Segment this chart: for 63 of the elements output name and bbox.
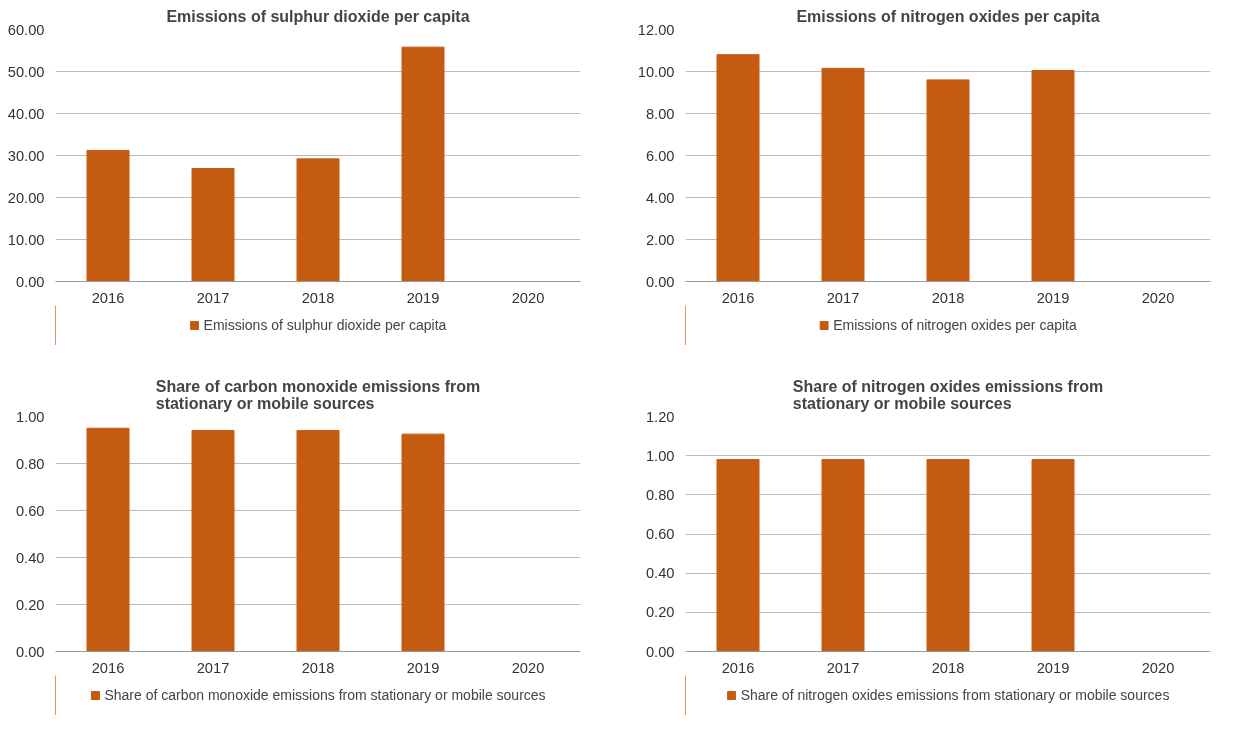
y-tick-label: 0.00 <box>645 643 675 660</box>
y-tick-label: 40.00 <box>7 105 45 122</box>
bar <box>821 67 865 282</box>
bar <box>716 54 760 282</box>
y-tick-label: 4.00 <box>645 189 675 206</box>
x-tick-label: 2019 <box>1036 289 1070 306</box>
y-tick-label: 0.00 <box>15 643 45 660</box>
y-tick-label: 1.00 <box>15 408 45 425</box>
x-tick-label: 2017 <box>826 659 860 676</box>
y-tick-label: 8.00 <box>645 105 675 122</box>
y-tick-label: 0.20 <box>645 604 675 621</box>
y-tick-label: 60.00 <box>7 21 45 38</box>
y-tick-label: 50.00 <box>7 63 45 80</box>
y-tick-label: 10.00 <box>7 231 45 248</box>
bar <box>926 79 970 282</box>
x-tick-label: 2016 <box>721 659 755 676</box>
x-tick-label: 2016 <box>91 659 125 676</box>
bar <box>296 158 340 282</box>
x-tick-label: 2020 <box>511 289 545 306</box>
y-tick-label: 0.40 <box>15 549 45 566</box>
y-tick-label: 0.80 <box>645 486 675 503</box>
x-tick-label: 2016 <box>721 289 755 306</box>
x-tick-label: 2017 <box>196 289 230 306</box>
x-tick-label: 2018 <box>931 289 965 306</box>
y-tick-label: 0.80 <box>15 455 45 472</box>
chart-title: Emissions of nitrogen oxides per capita <box>796 7 1100 25</box>
x-tick-label: 2018 <box>301 289 335 306</box>
bar <box>1031 69 1075 282</box>
x-tick-label: 2020 <box>1141 659 1175 676</box>
y-tick-label: 2.00 <box>645 231 675 248</box>
chart-title: Share of nitrogen oxides emissions from stationary or mobile sources <box>792 377 1104 412</box>
y-tick-label: 1.00 <box>645 447 675 464</box>
y-tick-label: 0.20 <box>15 596 45 613</box>
y-tick-label: 0.00 <box>15 273 45 290</box>
y-tick-label: 0.00 <box>645 273 675 290</box>
x-tick-label: 2017 <box>196 659 230 676</box>
x-tick-label: 2018 <box>301 659 335 676</box>
x-tick-label: 2017 <box>826 289 860 306</box>
x-tick-label: 2016 <box>91 289 125 306</box>
x-tick-label: 2020 <box>1141 289 1175 306</box>
x-tick-label: 2018 <box>931 659 965 676</box>
chart-title: Emissions of sulphur dioxide per capita <box>166 7 470 25</box>
y-tick-label: 10.00 <box>637 63 675 80</box>
chart-title: Share of carbon monoxide emissions from stationary or mobile sources <box>155 377 481 412</box>
y-tick-label: 0.40 <box>645 565 675 582</box>
legend-label: Share of nitrogen oxides emissions from stationary or mobile sources <box>740 687 1170 703</box>
y-tick-label: 6.00 <box>645 147 675 164</box>
x-tick-label: 2019 <box>406 289 440 306</box>
y-tick-label: 1.20 <box>645 408 675 425</box>
legend-label: Emissions of nitrogen oxides per capita <box>833 317 1077 333</box>
x-tick-label: 2019 <box>1036 659 1070 676</box>
y-tick-label: 0.60 <box>15 502 45 519</box>
x-tick-label: 2019 <box>406 659 440 676</box>
bar <box>401 46 445 282</box>
bar <box>191 168 235 282</box>
legend-label: Emissions of sulphur dioxide per capita <box>203 317 447 333</box>
y-tick-label: 12.00 <box>637 21 675 38</box>
bar <box>86 149 130 282</box>
x-tick-label: 2020 <box>511 659 545 676</box>
y-tick-label: 30.00 <box>7 147 45 164</box>
y-tick-label: 0.60 <box>645 526 675 542</box>
legend-label: Share of carbon monoxide emissions from stationary or mobile sources <box>104 687 546 703</box>
y-tick-label: 20.00 <box>7 189 45 206</box>
